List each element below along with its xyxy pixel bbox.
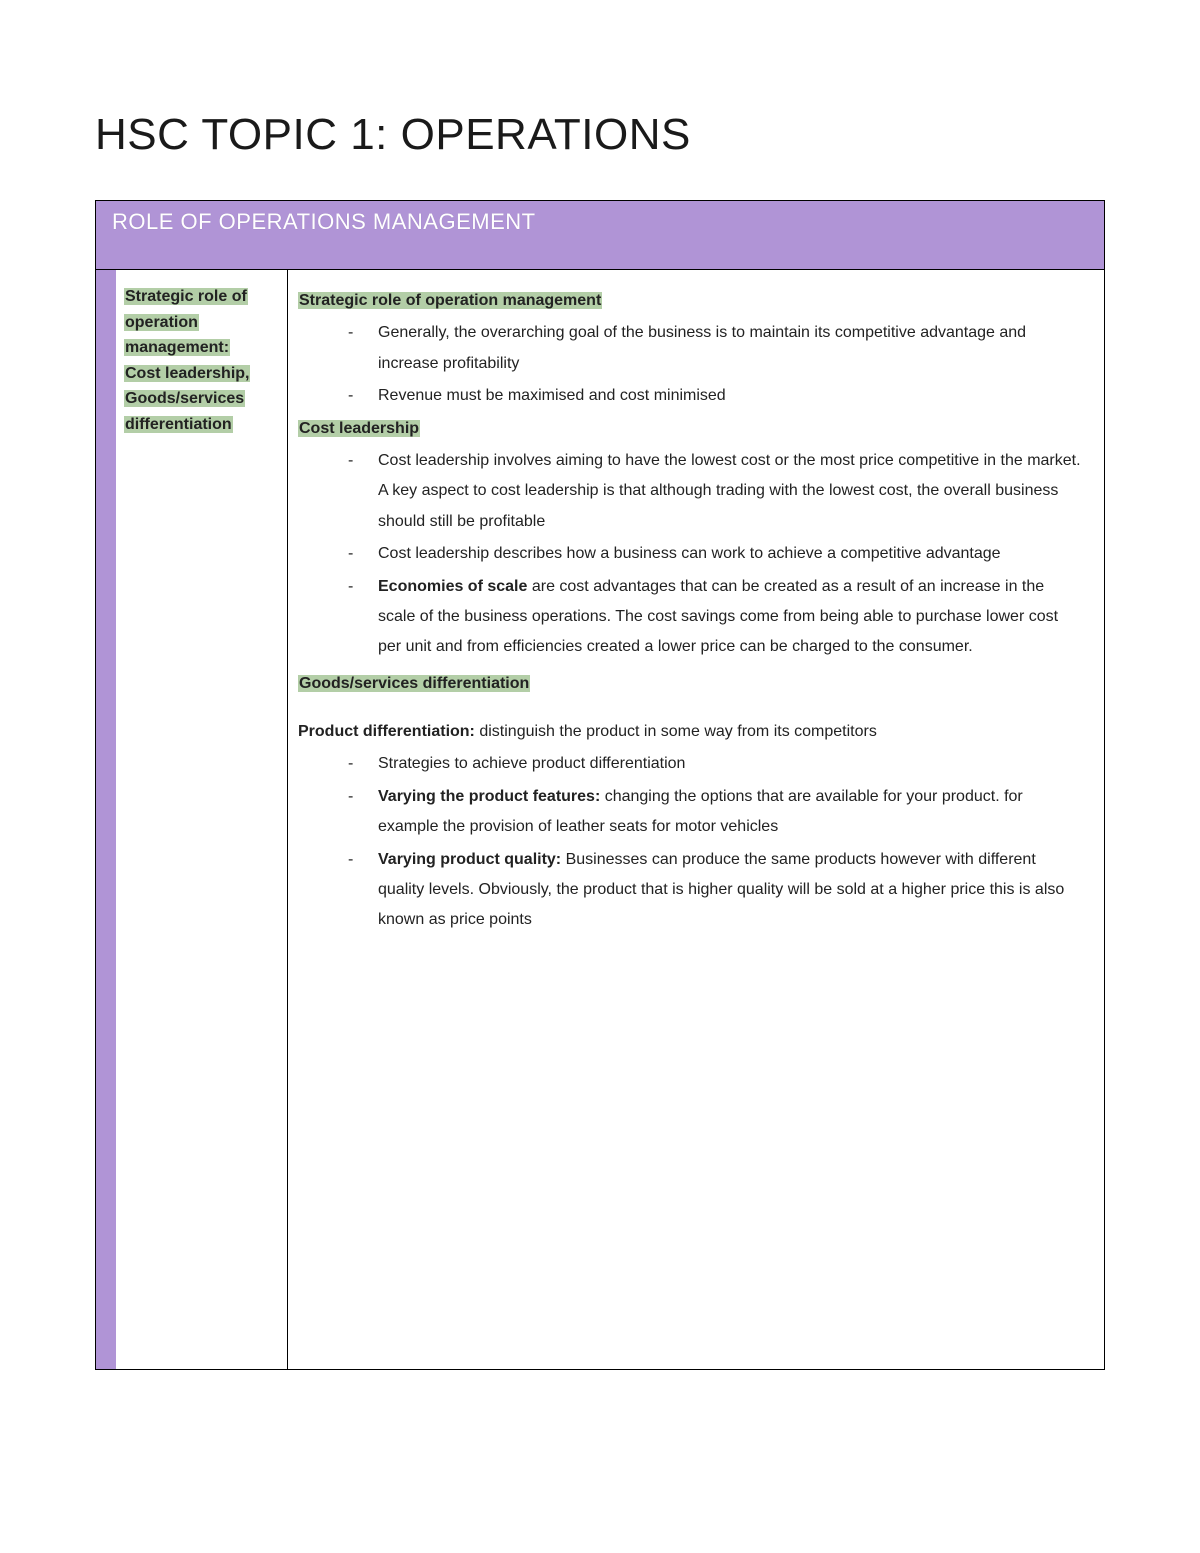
list-item: Varying product quality: Businesses can …	[348, 845, 1084, 936]
list-item: Generally, the overarching goal of the b…	[348, 318, 1084, 379]
left-line: operation	[124, 314, 199, 331]
list-item: Cost leadership describes how a business…	[348, 539, 1084, 569]
heading-cost-leadership: Cost leadership	[298, 414, 1084, 444]
page-title: HSC TOPIC 1: OPERATIONS	[95, 110, 1105, 160]
left-line: differentiation	[124, 416, 233, 433]
left-line: Strategic role of	[124, 288, 248, 305]
left-line: Cost leadership,	[124, 365, 250, 382]
list-item: Varying the product features: changing t…	[348, 782, 1084, 843]
left-line: management:	[124, 339, 230, 356]
heading-text: Goods/services differentiation	[298, 675, 530, 692]
heading-goods-services: Goods/services differentiation	[298, 669, 1084, 699]
section-banner: ROLE OF OPERATIONS MANAGEMENT	[96, 201, 1104, 269]
bullet-list: Generally, the overarching goal of the b…	[298, 318, 1084, 411]
bold-term: Economies of scale	[378, 578, 527, 595]
bullet-list: Cost leadership involves aiming to have …	[298, 446, 1084, 663]
heading-strategic-role: Strategic role of operation management	[298, 286, 1084, 316]
bold-term: Product differentiation:	[298, 723, 475, 740]
list-item: Economies of scale are cost advantages t…	[348, 572, 1084, 663]
bold-term: Varying product quality:	[378, 851, 561, 868]
bullet-list: Strategies to achieve product differenti…	[298, 749, 1084, 935]
list-item: Strategies to achieve product differenti…	[348, 749, 1084, 779]
content-box: ROLE OF OPERATIONS MANAGEMENT Strategic …	[95, 200, 1105, 1370]
right-column: Strategic role of operation management G…	[288, 269, 1104, 1369]
side-strip	[96, 269, 116, 1369]
left-line: Goods/services	[124, 390, 245, 407]
heading-text: Strategic role of operation management	[298, 292, 602, 309]
paragraph-product-diff: Product differentiation: distinguish the…	[298, 717, 1084, 747]
list-item: Revenue must be maximised and cost minim…	[348, 381, 1084, 411]
content-row: Strategic role of operation management: …	[96, 269, 1104, 1369]
bold-term: Varying the product features:	[378, 788, 600, 805]
left-column: Strategic role of operation management: …	[116, 269, 288, 1369]
heading-text: Cost leadership	[298, 420, 420, 437]
text: distinguish the product in some way from…	[475, 723, 877, 740]
list-item: Cost leadership involves aiming to have …	[348, 446, 1084, 537]
